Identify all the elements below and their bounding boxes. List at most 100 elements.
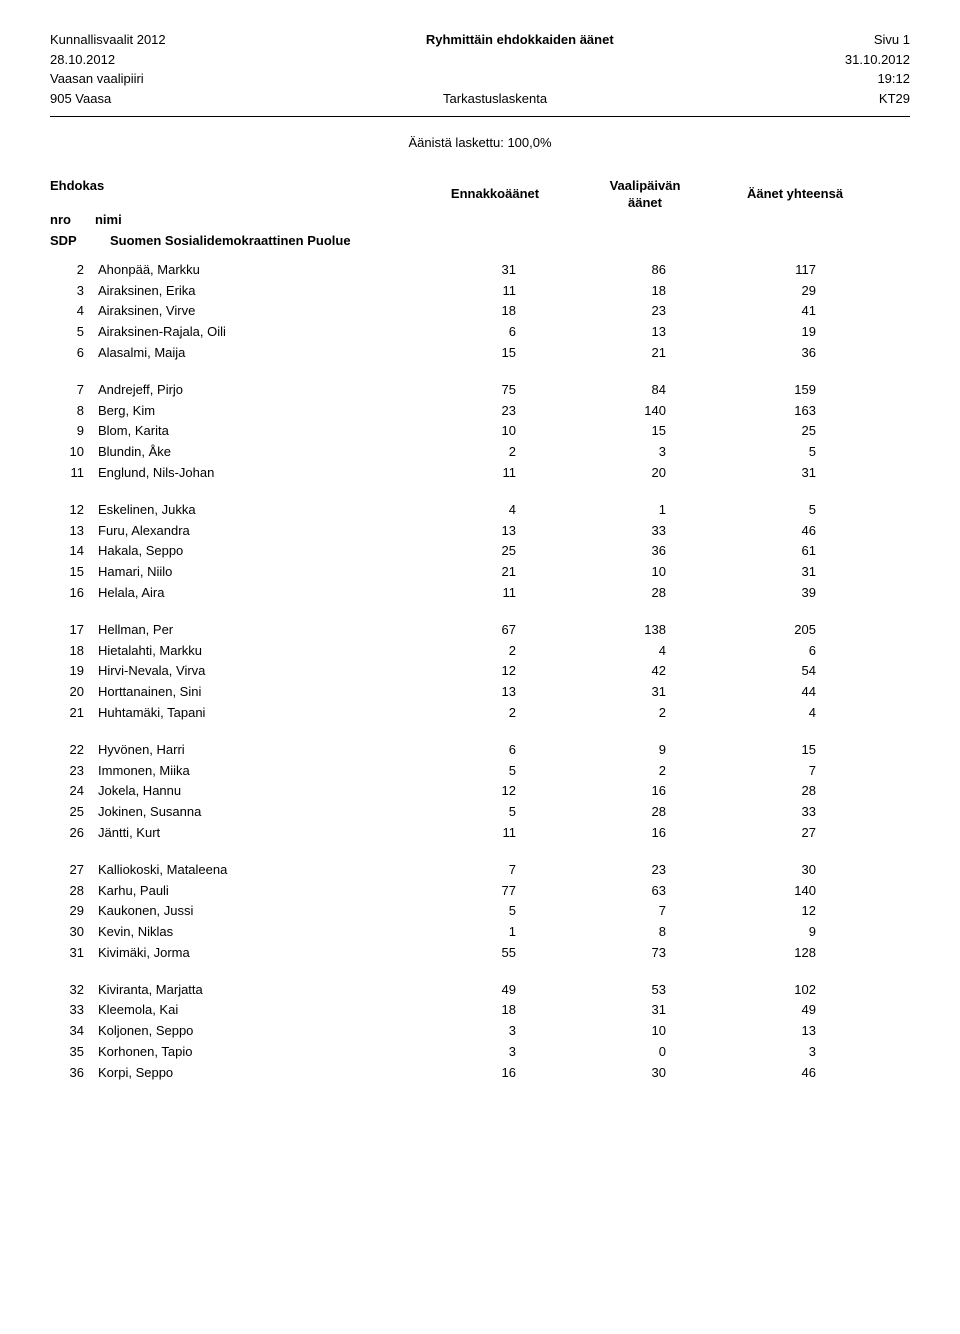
advance-votes: 6 [420,322,570,343]
total-votes: 5 [720,442,870,463]
electionday-votes: 36 [570,541,720,562]
electionday-votes: 16 [570,823,720,844]
candidate-name: Hamari, Niilo [98,562,420,583]
electionday-votes: 1 [570,500,720,521]
total-votes: 29 [720,281,870,302]
header-ennakko: Ennakkoäänet [420,178,570,212]
candidate-number: 32 [50,980,98,1001]
candidate-name: Huhtamäki, Tapani [98,703,420,724]
candidate-row: 8Berg, Kim23140163 [50,401,910,422]
candidate-row: 6Alasalmi, Maija152136 [50,343,910,364]
candidate-group: 22Hyvönen, Harri691523Immonen, Miika5272… [50,740,910,844]
candidate-name: Jokela, Hannu [98,781,420,802]
electionday-votes: 28 [570,583,720,604]
total-votes: 163 [720,401,870,422]
electionday-votes: 31 [570,682,720,703]
advance-votes: 18 [420,301,570,322]
candidate-name: Blundin, Åke [98,442,420,463]
candidate-row: 35Korhonen, Tapio303 [50,1042,910,1063]
candidate-row: 18Hietalahti, Markku246 [50,641,910,662]
advance-votes: 75 [420,380,570,401]
candidate-name: Kiviranta, Marjatta [98,980,420,1001]
advance-votes: 25 [420,541,570,562]
electionday-votes: 28 [570,802,720,823]
candidate-group: 17Hellman, Per6713820518Hietalahti, Mark… [50,620,910,724]
header-yhteensa: Äänet yhteensä [720,178,870,212]
candidate-number: 17 [50,620,98,641]
candidate-groups: 2Ahonpää, Markku31861173Airaksinen, Erik… [50,260,910,1084]
electionday-votes: 86 [570,260,720,281]
candidate-row: 11Englund, Nils-Johan112031 [50,463,910,484]
advance-votes: 3 [420,1021,570,1042]
candidate-row: 32Kiviranta, Marjatta4953102 [50,980,910,1001]
candidate-row: 15Hamari, Niilo211031 [50,562,910,583]
candidate-name: Koljonen, Seppo [98,1021,420,1042]
candidate-number: 20 [50,682,98,703]
candidate-row: 27Kalliokoski, Mataleena72330 [50,860,910,881]
total-votes: 46 [720,521,870,542]
candidate-name: Alasalmi, Maija [98,343,420,364]
candidate-name: Jokinen, Susanna [98,802,420,823]
candidate-number: 25 [50,802,98,823]
electionday-votes: 2 [570,703,720,724]
electionday-votes: 20 [570,463,720,484]
candidate-row: 36Korpi, Seppo163046 [50,1063,910,1084]
total-votes: 49 [720,1000,870,1021]
total-votes: 39 [720,583,870,604]
header-ehdokas: Ehdokas [50,178,420,193]
electionday-votes: 3 [570,442,720,463]
total-votes: 9 [720,922,870,943]
candidate-name: Kalliokoski, Mataleena [98,860,420,881]
electionday-votes: 33 [570,521,720,542]
candidate-name: Kleemola, Kai [98,1000,420,1021]
total-votes: 102 [720,980,870,1001]
advance-votes: 13 [420,521,570,542]
advance-votes: 3 [420,1042,570,1063]
candidate-group: 27Kalliokoski, Mataleena7233028Karhu, Pa… [50,860,910,964]
advance-votes: 1 [420,922,570,943]
candidate-number: 6 [50,343,98,364]
column-headers: Ehdokas Ennakkoäänet Vaalipäivän äänet Ä… [50,178,910,212]
candidate-row: 23Immonen, Miika527 [50,761,910,782]
electionday-votes: 9 [570,740,720,761]
electionday-votes: 23 [570,860,720,881]
electionday-votes: 16 [570,781,720,802]
candidate-row: 2Ahonpää, Markku3186117 [50,260,910,281]
advance-votes: 18 [420,1000,570,1021]
advance-votes: 23 [420,401,570,422]
page-number: Sivu 1 [874,30,910,50]
advance-votes: 11 [420,583,570,604]
candidate-group: 32Kiviranta, Marjatta495310233Kleemola, … [50,980,910,1084]
total-votes: 117 [720,260,870,281]
electionday-votes: 2 [570,761,720,782]
advance-votes: 67 [420,620,570,641]
total-votes: 61 [720,541,870,562]
candidate-number: 3 [50,281,98,302]
advance-votes: 11 [420,281,570,302]
advance-votes: 2 [420,641,570,662]
candidate-number: 33 [50,1000,98,1021]
total-votes: 128 [720,943,870,964]
candidate-name: Kivimäki, Jorma [98,943,420,964]
candidate-number: 30 [50,922,98,943]
total-votes: 3 [720,1042,870,1063]
candidate-name: Ahonpää, Markku [98,260,420,281]
candidate-name: Jäntti, Kurt [98,823,420,844]
candidate-number: 31 [50,943,98,964]
party-header: SDP Suomen Sosialidemokraattinen Puolue [50,233,910,248]
candidate-name: Korpi, Seppo [98,1063,420,1084]
candidate-number: 26 [50,823,98,844]
candidate-name: Immonen, Miika [98,761,420,782]
electionday-votes: 53 [570,980,720,1001]
electionday-votes: 23 [570,301,720,322]
total-votes: 33 [720,802,870,823]
total-votes: 19 [720,322,870,343]
electionday-votes: 7 [570,901,720,922]
candidate-number: 11 [50,463,98,484]
area-code: 905 Vaasa [50,89,111,109]
total-votes: 140 [720,881,870,902]
header-vaalipaiva-l2: äänet [570,195,720,212]
total-votes: 5 [720,500,870,521]
candidate-number: 19 [50,661,98,682]
candidate-name: Airaksinen-Rajala, Oili [98,322,420,343]
